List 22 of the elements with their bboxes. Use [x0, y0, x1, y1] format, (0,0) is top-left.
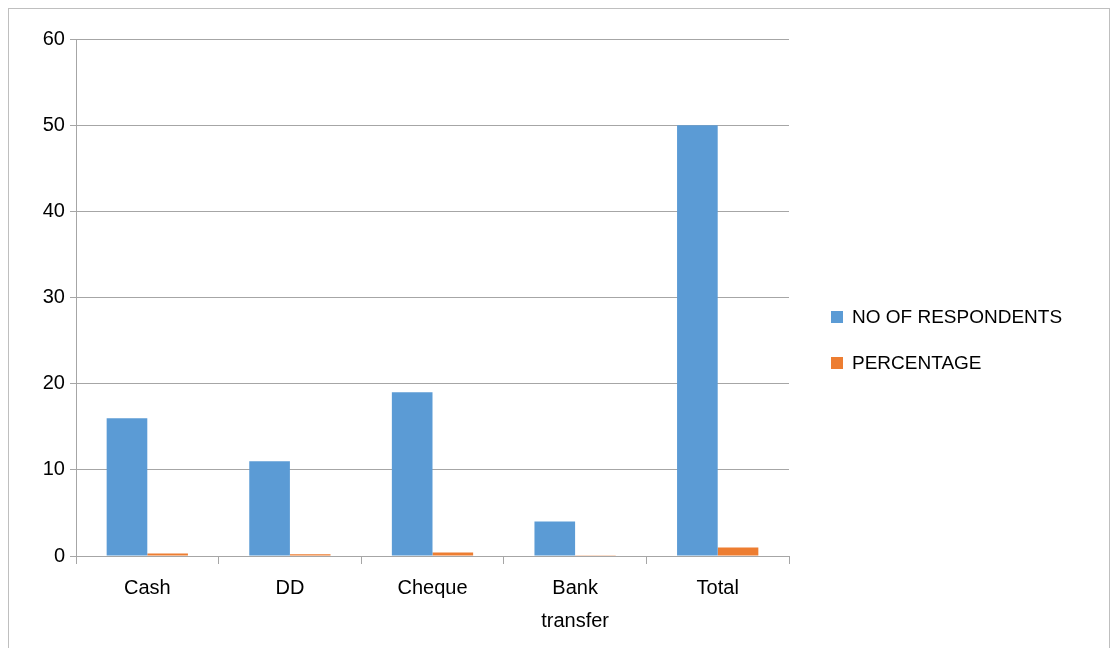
- y-tick-label: 40: [42, 198, 65, 221]
- legend-label: PERCENTAGE: [852, 351, 982, 375]
- bar: [677, 125, 718, 556]
- x-tick-label: DD: [275, 576, 305, 599]
- bar: [147, 553, 188, 556]
- x-tick-label: Cheque: [397, 576, 468, 599]
- bar: [432, 552, 474, 556]
- x-tick-label: Bank transfer: [541, 576, 610, 632]
- y-tick-label: 0: [53, 543, 65, 566]
- y-tick-label: 50: [42, 112, 65, 135]
- bar: [249, 461, 290, 556]
- y-tick-label: 30: [42, 285, 65, 308]
- y-tick-label: 10: [42, 457, 65, 480]
- bar: [391, 392, 433, 556]
- bar: [534, 521, 576, 556]
- bar: [106, 418, 148, 556]
- legend-label: NO OF RESPONDENTS: [852, 305, 1063, 329]
- x-tick-label: Cash: [123, 576, 171, 599]
- bar: [717, 547, 759, 556]
- y-tick-label: 60: [42, 26, 65, 49]
- x-tick-label: Total: [696, 576, 739, 599]
- y-tick-label: 20: [42, 371, 65, 394]
